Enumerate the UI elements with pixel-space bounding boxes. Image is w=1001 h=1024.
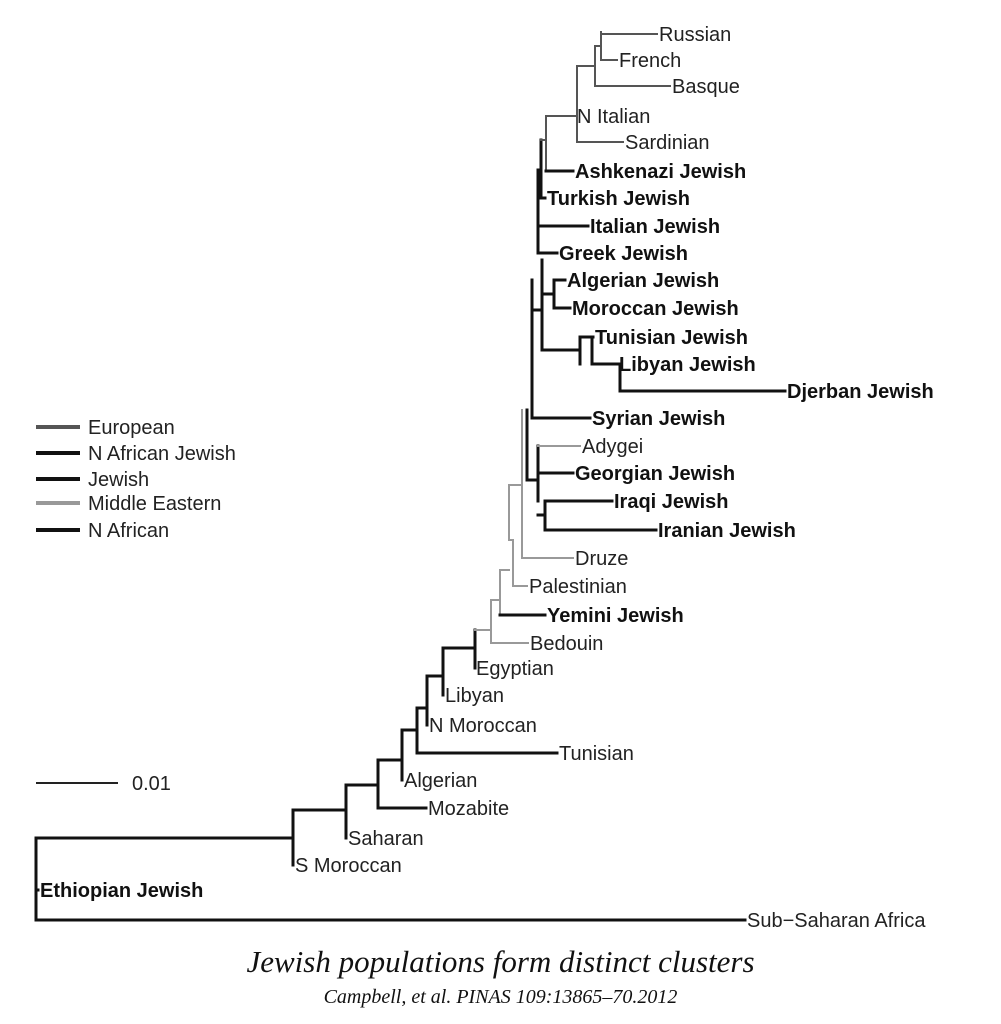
leaf-label-saharan: Saharan: [348, 828, 424, 850]
leaf-label-iraqi-jewish: Iraqi Jewish: [614, 491, 729, 513]
leaf-label-turkish-jewish: Turkish Jewish: [547, 188, 690, 210]
tree-branches: [34, 31, 787, 922]
legend-label: N African Jewish: [88, 443, 236, 465]
leaf-label-n-moroccan: N Moroccan: [429, 715, 537, 737]
leaf-label-druze: Druze: [575, 548, 628, 570]
leaf-label-bedouin: Bedouin: [530, 633, 603, 655]
leaf-label-palestinian: Palestinian: [529, 576, 627, 598]
leaf-label-mozabite: Mozabite: [428, 798, 509, 820]
leaf-label-ethiopian-jewish: Ethiopian Jewish: [40, 880, 203, 902]
leaf-label-italian-jewish: Italian Jewish: [590, 216, 720, 238]
leaf-label-yemini-jewish: Yemini Jewish: [547, 605, 684, 627]
leaf-label-tunisian-jewish: Tunisian Jewish: [595, 327, 748, 349]
leaf-label-djerban-jewish: Djerban Jewish: [787, 381, 934, 403]
legend-label: Jewish: [88, 469, 149, 491]
leaf-label-adygei: Adygei: [582, 436, 643, 458]
caption-citation: Campbell, et al. PINAS 109:13865–70.2012: [323, 986, 678, 1008]
leaf-label-n-italian: N Italian: [577, 106, 650, 128]
leaf-label-algerian: Algerian: [404, 770, 477, 792]
leaf-label-tunisian: Tunisian: [559, 743, 634, 765]
leaf-labels: Russian French Basque N Italian Sardinian Ash…: [40, 24, 934, 932]
leaf-label-french: French: [619, 50, 681, 72]
leaf-label-iranian-jewish: Iranian Jewish: [658, 520, 796, 542]
scale-bar: 0.01: [36, 773, 171, 795]
legend-label: Middle Eastern: [88, 493, 221, 515]
leaf-label-basque: Basque: [672, 76, 740, 98]
leaf-label-ashkenazi-jewish: Ashkenazi Jewish: [575, 161, 746, 183]
leaf-label-russian: Russian: [659, 24, 731, 46]
leaf-label-moroccan-jewish: Moroccan Jewish: [572, 298, 739, 320]
leaf-label-egyptian: Egyptian: [476, 658, 554, 680]
leaf-label-sardinian: Sardinian: [625, 132, 710, 154]
leaf-label-libyan-jewish: Libyan Jewish: [619, 354, 756, 376]
caption-title: Jewish populations form distinct cluster…: [246, 944, 755, 979]
tree-svg: Russian French Basque N Italian Sardinian Ash…: [34, 24, 934, 932]
leaf-label-s-moroccan: S Moroccan: [295, 855, 402, 877]
leaf-label-greek-jewish: Greek Jewish: [559, 243, 688, 265]
leaf-label-libyan: Libyan: [445, 685, 504, 707]
legend-label: European: [88, 417, 175, 439]
legend-label: N African: [88, 520, 169, 542]
leaf-label-georgian-jewish: Georgian Jewish: [575, 463, 735, 485]
leaf-label-algerian-jewish: Algerian Jewish: [567, 270, 719, 292]
scale-bar-label: 0.01: [132, 773, 171, 795]
leaf-label-syrian-jewish: Syrian Jewish: [592, 408, 725, 430]
leaf-label-sub-saharan-africa: Sub−Saharan Africa: [747, 910, 926, 932]
